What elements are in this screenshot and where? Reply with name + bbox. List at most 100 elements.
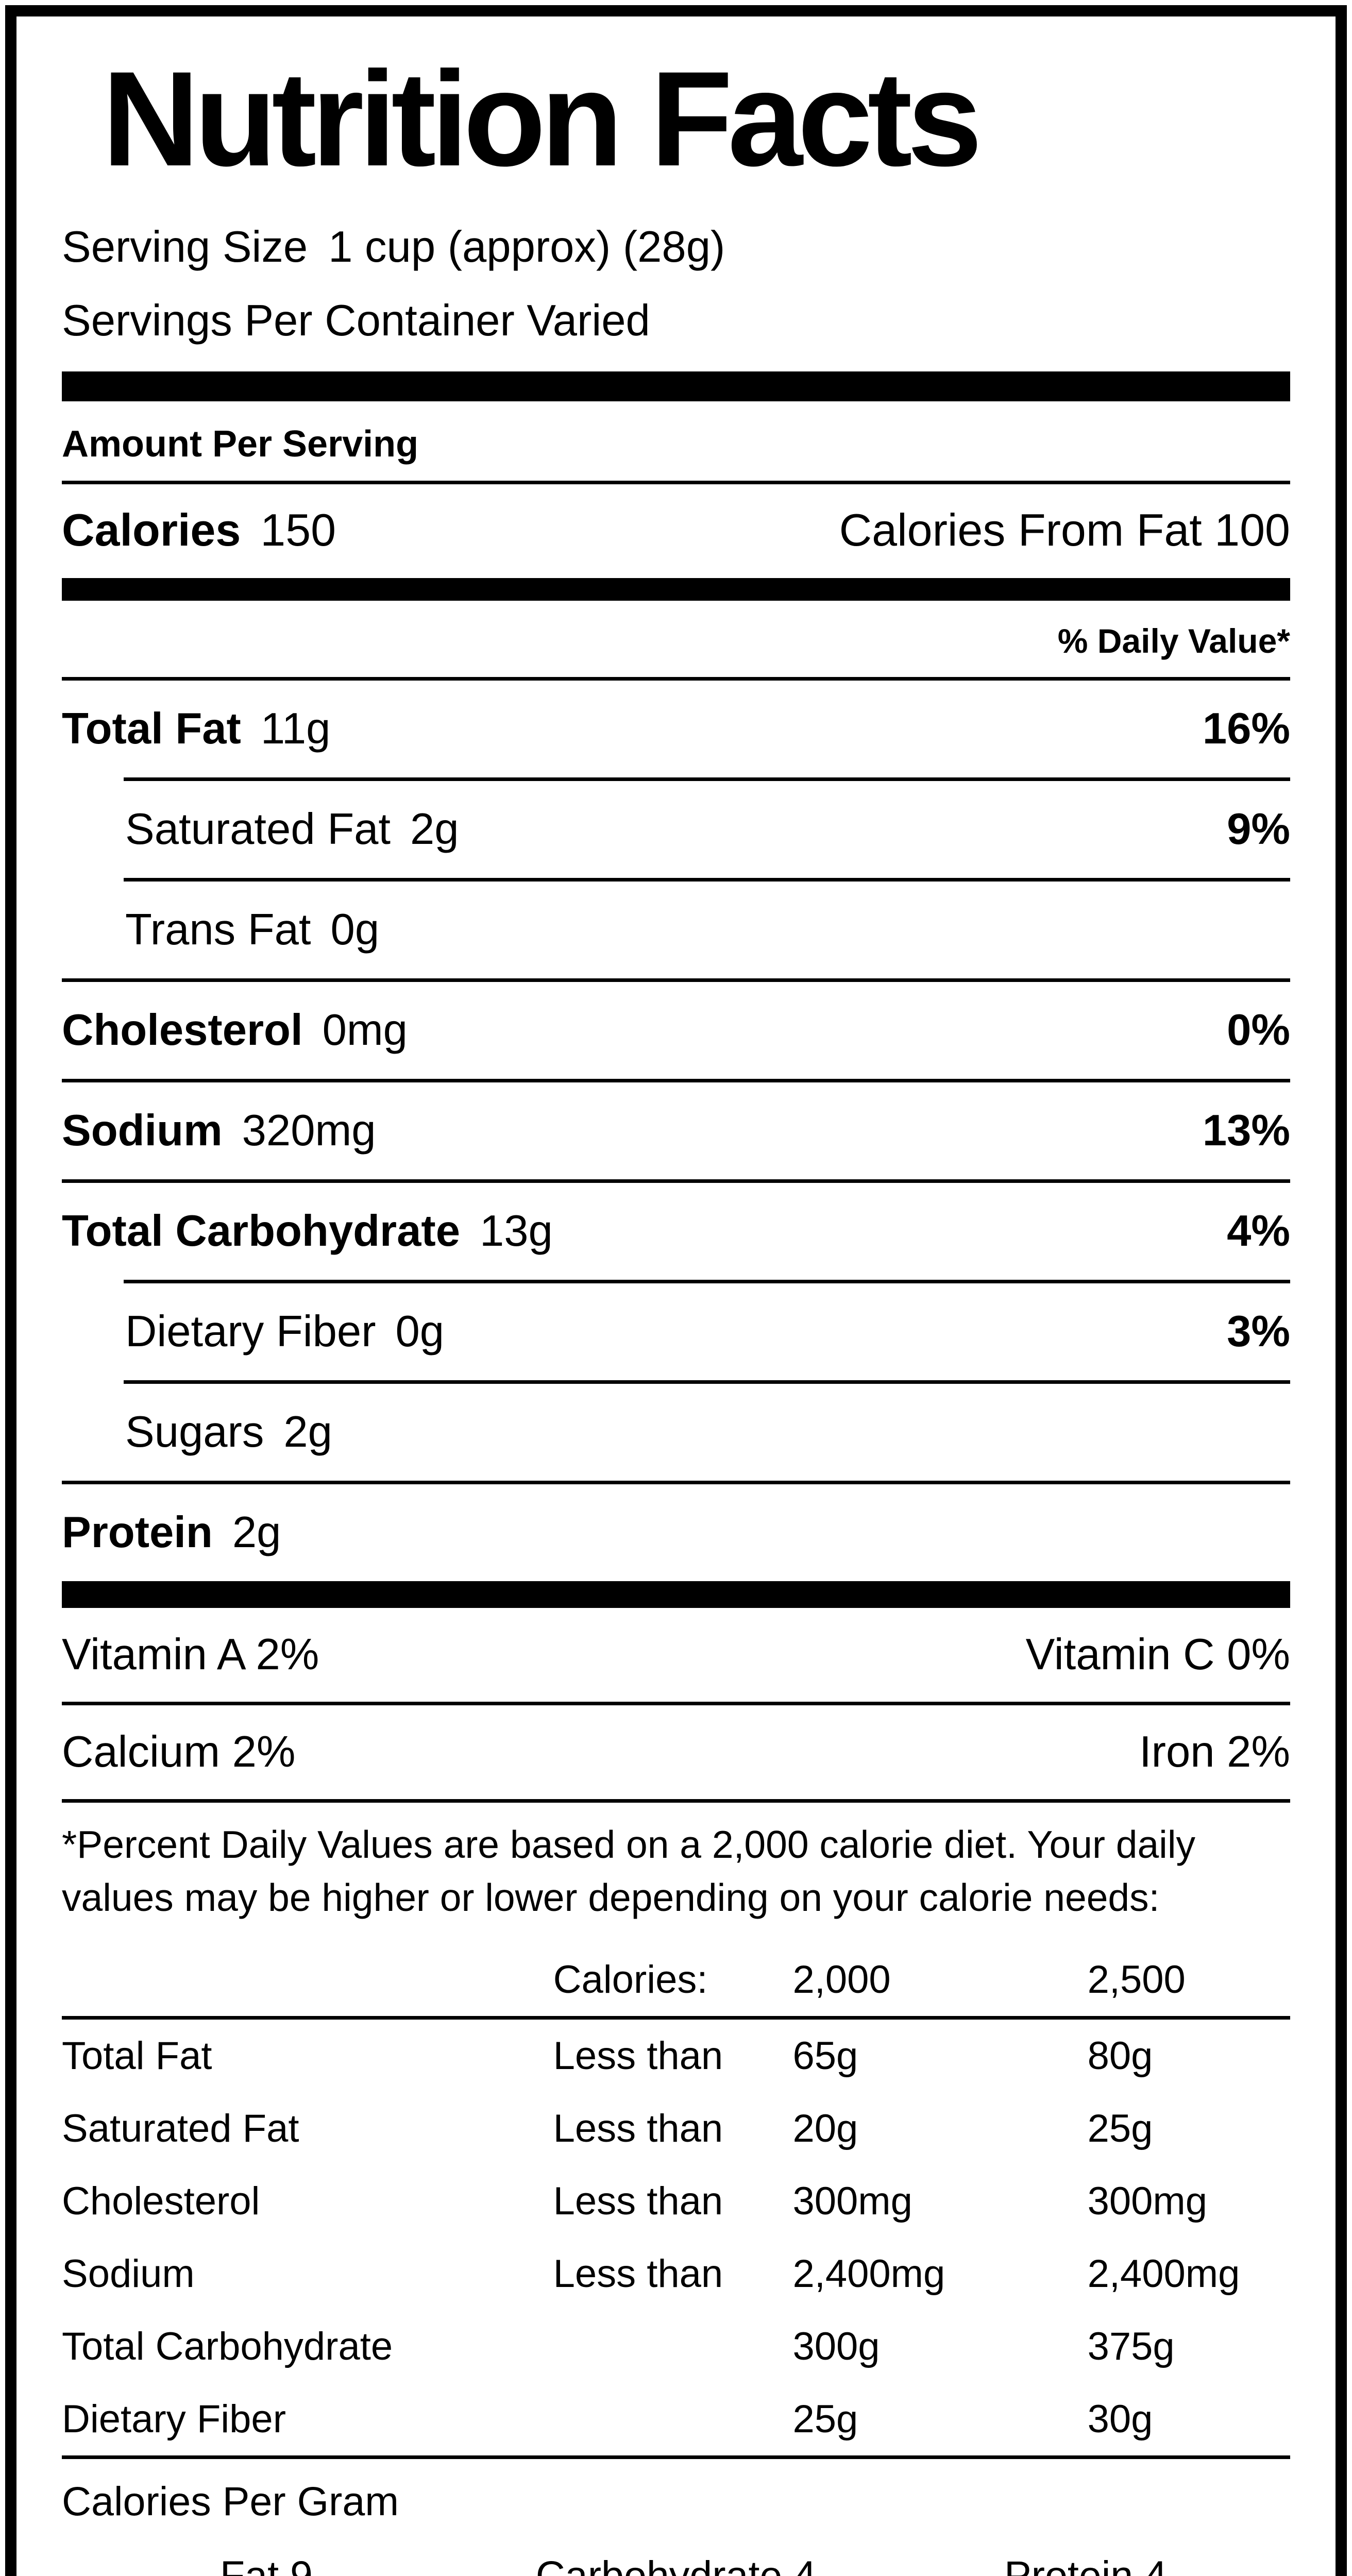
calories-per-gram-heading: Calories Per Gram	[62, 2478, 399, 2524]
nutrient-name: Total Fat	[62, 704, 241, 753]
dv-row-2500: 30g	[1087, 2397, 1153, 2441]
dv-row-2000: 300mg	[792, 2179, 912, 2223]
dv-row-2000: 25g	[792, 2397, 858, 2441]
dv-row-2500: 25g	[1087, 2106, 1153, 2150]
nutrient-name: Total Carbohydrate	[62, 1206, 460, 1256]
label-title: Nutrition Facts	[102, 43, 983, 194]
serving-size-label: Serving Size	[62, 222, 308, 272]
nutrient-row-cholesterol: Cholesterol 0mg 0%	[62, 982, 1290, 1079]
nutrient-daily-value: 9%	[1227, 804, 1290, 854]
nutrient-row-sugars: Sugars 2g	[62, 1384, 1290, 1481]
divider	[62, 2455, 1290, 2459]
divider	[62, 1701, 1290, 1705]
dv-row-2000: 20g	[792, 2106, 858, 2150]
dv-header-2000: 2,000	[792, 1957, 891, 2002]
dv-row-2500: 300mg	[1087, 2179, 1208, 2223]
nutrient-daily-value: 0%	[1227, 1005, 1290, 1055]
nutrient-row-total-fat: Total Fat 11g 16%	[62, 681, 1290, 777]
nutrient-row-sodium: Sodium 320mg 13%	[62, 1082, 1290, 1179]
divider	[124, 1380, 1290, 1384]
dv-row-2000: 2,400mg	[792, 2251, 945, 2296]
nutrient-amount: 2g	[232, 1507, 281, 1557]
nutrient-row-dietary-fiber: Dietary Fiber 0g 3%	[62, 1283, 1290, 1380]
dv-table-row: Total Carbohydrate 300g 375g	[62, 2310, 1290, 2383]
cpg-fat: Fat 9	[219, 2552, 313, 2576]
dv-row-2000: 300g	[792, 2324, 880, 2368]
dv-table-row: Sodium Less than 2,400mg 2,400mg	[62, 2238, 1290, 2310]
vitamin-a: Vitamin A 2%	[62, 1630, 319, 1679]
nutrient-amount: 2g	[283, 1407, 332, 1456]
daily-values-footnote: *Percent Daily Values are based on a 2,0…	[62, 1822, 1196, 1920]
amount-per-serving-heading: Amount Per Serving	[62, 423, 419, 465]
dv-table-row: Saturated Fat Less than 20g 25g	[62, 2092, 1290, 2165]
calories-value: 150	[260, 504, 336, 555]
nutrient-amount: 11g	[260, 704, 331, 753]
nutrient-row-protein: Protein 2g	[62, 1484, 1290, 1581]
dv-header-2500: 2,500	[1087, 1957, 1186, 2002]
divider-bar-mid	[62, 578, 1290, 601]
percent-daily-value-heading: % Daily Value*	[1057, 621, 1290, 660]
nutrient-name: Sodium	[62, 1106, 223, 1155]
dv-row-name: Total Carbohydrate	[62, 2324, 393, 2368]
nutrient-name: Trans Fat	[125, 905, 311, 954]
nutrient-daily-value: 16%	[1202, 704, 1290, 753]
dv-row-cond	[553, 2397, 793, 2442]
nutrient-amount: 320mg	[242, 1106, 376, 1155]
dv-row-name: Total Fat	[62, 2033, 212, 2078]
calories-per-gram-row: Fat 9 Carbohydrate 4 Protein 4	[62, 2539, 1290, 2576]
dv-row-2500: 375g	[1087, 2324, 1175, 2368]
dv-row-2000: 65g	[792, 2033, 858, 2078]
vitamin-row-1: Vitamin A 2% Vitamin C 0%	[62, 1608, 1290, 1702]
dv-row-cond	[553, 2324, 793, 2369]
nutrient-name: Saturated Fat	[125, 804, 391, 854]
dv-row-name: Cholesterol	[62, 2179, 260, 2223]
divider	[62, 676, 1290, 681]
nutrient-daily-value: 13%	[1202, 1106, 1290, 1155]
dv-table-header-row: Calories: 2,000 2,500	[62, 1943, 1290, 2016]
divider	[62, 480, 1290, 484]
iron: Iron 2%	[1139, 1727, 1290, 1776]
serving-size-value: 1 cup (approx) (28g)	[328, 222, 725, 272]
nutrient-amount: 2g	[410, 804, 459, 854]
nutrient-row-total-carbohydrate: Total Carbohydrate 13g 4%	[62, 1183, 1290, 1280]
serving-info: Serving Size 1 cup (approx) (28g) Serving…	[62, 225, 1290, 343]
nutrient-amount: 13g	[479, 1206, 553, 1256]
divider	[124, 877, 1290, 882]
dv-row-2500: 80g	[1087, 2033, 1153, 2078]
divider	[62, 1480, 1290, 1484]
divider-bar-top	[62, 371, 1290, 401]
dv-table-row: Total Fat Less than 65g 80g	[62, 2020, 1290, 2092]
divider	[124, 1279, 1290, 1283]
divider-bar-vitamins	[62, 1581, 1290, 1608]
nutrient-daily-value: 4%	[1227, 1206, 1290, 1256]
nutrition-facts-label: Nutrition Facts Serving Size 1 cup (appro…	[5, 5, 1347, 2576]
nutrient-amount: 0mg	[322, 1005, 408, 1055]
dv-table-row: Cholesterol Less than 300mg 300mg	[62, 2165, 1290, 2238]
dv-row-name: Dietary Fiber	[62, 2397, 286, 2441]
dv-row-2500: 2,400mg	[1087, 2251, 1240, 2296]
nutrient-name: Sugars	[125, 1407, 264, 1456]
dv-row-cond: Less than	[553, 2251, 723, 2296]
calcium: Calcium 2%	[62, 1727, 296, 1776]
dv-row-cond: Less than	[553, 2179, 723, 2223]
nutrient-amount: 0g	[330, 905, 380, 954]
dv-table-row: Dietary Fiber 25g 30g	[62, 2383, 1290, 2455]
nutrient-name: Cholesterol	[62, 1005, 303, 1055]
dv-row-cond: Less than	[553, 2033, 723, 2078]
nutrient-daily-value: 3%	[1227, 1307, 1290, 1356]
divider	[62, 1799, 1290, 1803]
calories-from-fat: Calories From Fat 100	[839, 504, 1290, 555]
cpg-carbohydrate: Carbohydrate 4	[535, 2552, 817, 2576]
servings-per-container-line: Servings Per Container Varied	[62, 296, 650, 345]
divider	[124, 777, 1290, 781]
calories-left: Calories 150	[62, 504, 336, 556]
divider	[62, 978, 1290, 982]
vitamin-row-2: Calcium 2% Iron 2%	[62, 1705, 1290, 1799]
nutrient-name: Dietary Fiber	[125, 1307, 376, 1356]
divider	[62, 2015, 1290, 2020]
dv-row-name: Sodium	[62, 2251, 195, 2296]
dv-header-spacer	[62, 1957, 553, 2002]
daily-values-table: Calories: 2,000 2,500 Total Fat Less tha…	[62, 1943, 1290, 2459]
divider	[62, 1179, 1290, 1183]
nutrient-amount: 0g	[395, 1307, 445, 1356]
